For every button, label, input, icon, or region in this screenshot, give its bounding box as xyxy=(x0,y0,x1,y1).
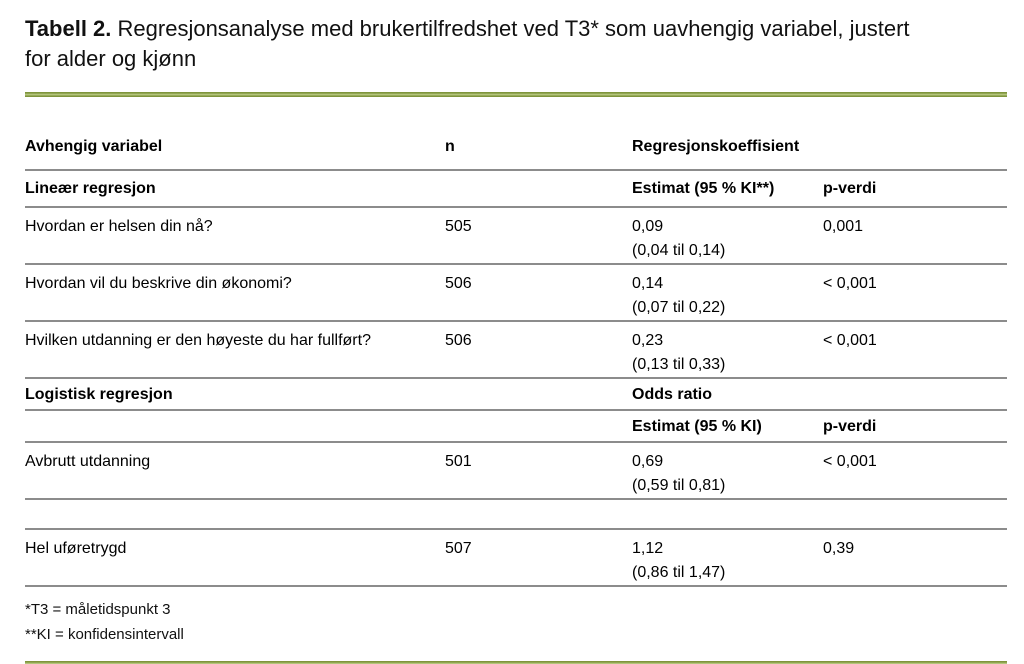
table-footnotes: *T3 = måletidspunkt 3 **KI = konfidensin… xyxy=(25,587,1007,647)
cell-estimate: 0,69 (0,59 til 0,81) xyxy=(632,442,823,500)
cell-n: 505 xyxy=(445,207,632,265)
cell-variable xyxy=(25,410,445,443)
cell-p-value: 0,001 xyxy=(823,207,1007,265)
cell-p-value: < 0,001 xyxy=(823,442,1007,500)
header-p-value: p-verdi xyxy=(823,170,1007,208)
top-accent-rule xyxy=(25,92,1007,97)
estimate-ci: (0,86 til 1,47) xyxy=(632,564,726,581)
table-row-health: Hvordan er helsen din nå? 505 0,09 (0,04… xyxy=(25,207,1007,265)
regression-table: Avhengig variabel n Regresjonskoeffisien… xyxy=(25,97,1007,587)
section-row-logistic: Logistisk regresjon Odds ratio xyxy=(25,378,1007,411)
table-caption: Tabell 2. Regresjonsanalyse med brukerti… xyxy=(25,14,935,74)
header-row: Avhengig variabel n Regresjonskoeffisien… xyxy=(25,97,1007,171)
cell-variable: Hvordan vil du beskrive din økonomi? xyxy=(25,264,445,322)
cell-p-value xyxy=(823,378,1007,411)
table-row-disability: Hel uføretrygd 507 1,12 (0,86 til 1,47) … xyxy=(25,529,1007,587)
header-spacer xyxy=(823,97,1007,171)
cell-p-value: < 0,001 xyxy=(823,321,1007,379)
section-label-logistic: Logistisk regresjon xyxy=(25,378,445,411)
cell-p-value xyxy=(823,499,1007,530)
cell-n: 506 xyxy=(445,264,632,322)
cell-n: 501 xyxy=(445,442,632,500)
table-row-education: Hvilken utdanning er den høyeste du har … xyxy=(25,321,1007,379)
cell-estimate: 1,12 (0,86 til 1,47) xyxy=(632,529,823,587)
section-label-linear: Lineær regresjon xyxy=(25,170,445,208)
header-dependent-variable: Avhengig variabel xyxy=(25,97,445,171)
cell-estimate: 0,09 (0,04 til 0,14) xyxy=(632,207,823,265)
estimate-value: 0,14 xyxy=(632,275,664,292)
footnote-ki: **KI = konfidensintervall xyxy=(25,626,184,643)
section-row-linear: Lineær regresjon Estimat (95 % KI**) p-v… xyxy=(25,170,1007,208)
cell-estimate: 0,23 (0,13 til 0,33) xyxy=(632,321,823,379)
estimate-ci: (0,59 til 0,81) xyxy=(632,477,726,494)
estimate-value: 1,12 xyxy=(632,540,664,557)
cell-n xyxy=(445,378,632,411)
estimate-ci: (0,07 til 0,22) xyxy=(632,299,726,316)
cell-variable: Hel uføretrygd xyxy=(25,529,445,587)
cell-variable: Avbrutt utdanning xyxy=(25,442,445,500)
cell-p-value: 0,39 xyxy=(823,529,1007,587)
cell-estimate xyxy=(632,499,823,530)
cell-n xyxy=(445,499,632,530)
cell-estimate: 0,14 (0,07 til 0,22) xyxy=(632,264,823,322)
subheader-row-logistic: Estimat (95 % KI) p-verdi xyxy=(25,410,1007,443)
cell-n: 506 xyxy=(445,321,632,379)
header-n: n xyxy=(445,97,632,171)
table-caption-number: Tabell 2. xyxy=(25,16,112,41)
header-estimate-ci: Estimat (95 % KI) xyxy=(632,410,823,443)
table-caption-text: Regresjonsanalyse med brukertilfredshet … xyxy=(25,16,910,71)
estimate-value: 0,09 xyxy=(632,218,664,235)
estimate-value: 0,69 xyxy=(632,453,664,470)
header-regression-coefficient: Regresjonskoeffisient xyxy=(632,97,823,171)
table-row-economy: Hvordan vil du beskrive din økonomi? 506… xyxy=(25,264,1007,322)
header-p-value: p-verdi xyxy=(823,410,1007,443)
estimate-ci: (0,04 til 0,14) xyxy=(632,242,726,259)
bottom-accent-rule xyxy=(25,661,1007,664)
empty-row xyxy=(25,499,1007,530)
table-row-dropout: Avbrutt utdanning 501 0,69 (0,59 til 0,8… xyxy=(25,442,1007,500)
footnote-t3: *T3 = måletidspunkt 3 xyxy=(25,601,171,618)
header-estimate-ci: Estimat (95 % KI**) xyxy=(632,170,823,208)
estimate-ci: (0,13 til 0,33) xyxy=(632,356,726,373)
cell-variable: Hvordan er helsen din nå? xyxy=(25,207,445,265)
header-odds-ratio: Odds ratio xyxy=(632,378,823,411)
cell-variable: Hvilken utdanning er den høyeste du har … xyxy=(25,321,445,379)
cell-p-value: < 0,001 xyxy=(823,264,1007,322)
estimate-value: 0,23 xyxy=(632,332,664,349)
cell-n xyxy=(445,410,632,443)
cell-variable xyxy=(25,499,445,530)
cell-n xyxy=(445,170,632,208)
cell-n: 507 xyxy=(445,529,632,587)
